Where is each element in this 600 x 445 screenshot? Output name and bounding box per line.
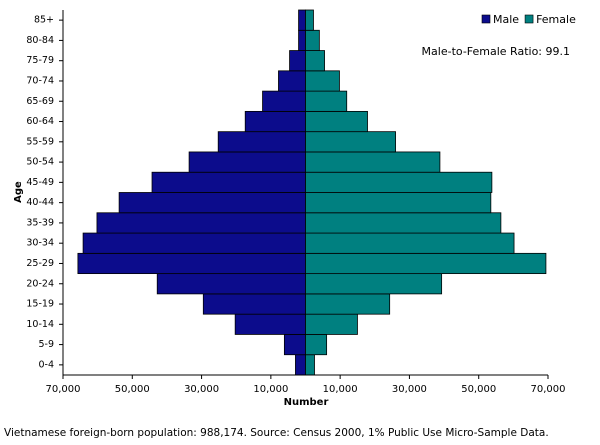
y-tick-label: 50-54: [26, 157, 54, 168]
bar: [289, 50, 306, 72]
bar: [151, 171, 306, 193]
bar: [82, 232, 306, 254]
x-tick-label: 70,000: [46, 384, 81, 395]
y-tick-label: 75-79: [26, 55, 54, 66]
bar: [156, 273, 306, 295]
y-tick-label: 45-49: [26, 177, 54, 188]
y-tick-label: 15-19: [26, 299, 54, 310]
bar: [305, 151, 441, 173]
y-tick-label: 80-84: [26, 35, 54, 46]
x-tick-label: 30,000: [184, 384, 219, 395]
bar: [305, 50, 325, 72]
bar: [244, 110, 306, 133]
x-tick-label: 10,000: [253, 384, 288, 395]
bar: [305, 29, 320, 51]
bar: [262, 90, 306, 112]
x-tick-label: 70,000: [531, 384, 566, 395]
bar: [217, 131, 306, 153]
bar: [305, 9, 314, 31]
bar: [298, 29, 306, 51]
y-tick-label: 70-74: [26, 75, 54, 86]
bar: [234, 313, 306, 335]
y-tick-label: 0-4: [38, 359, 54, 370]
bar: [305, 171, 493, 193]
y-tick-label: 55-59: [26, 136, 54, 147]
y-tick-label: 20-24: [26, 278, 54, 289]
bar: [305, 70, 340, 92]
bar: [305, 110, 368, 133]
x-tick-label: 50,000: [461, 384, 496, 395]
bar: [305, 212, 502, 234]
y-tick-label: 65-69: [26, 96, 54, 107]
bar: [295, 354, 306, 376]
legend-swatch: [524, 14, 534, 24]
y-tick-label: 10-14: [26, 319, 54, 330]
bar: [305, 90, 348, 112]
bar: [77, 252, 306, 275]
x-axis-label: Number: [284, 397, 329, 408]
bar: [278, 70, 306, 92]
bar: [305, 273, 443, 295]
bar: [305, 354, 315, 376]
bar: [305, 293, 391, 315]
x-tick-label: 50,000: [115, 384, 150, 395]
bar: [305, 232, 515, 254]
y-tick-label: 25-29: [26, 258, 54, 269]
y-tick-label: 85+: [34, 15, 54, 26]
bar: [202, 293, 306, 315]
y-axis-label: Age: [13, 181, 24, 203]
bar: [118, 192, 306, 214]
x-tick-label: 10,000: [323, 384, 358, 395]
y-tick-label: 60-64: [26, 116, 54, 127]
bar: [188, 151, 306, 173]
annotation: Male-to-Female Ratio: 99.1: [422, 45, 570, 58]
y-tick-label: 35-39: [26, 217, 54, 228]
bar: [305, 131, 396, 153]
y-tick-label: 40-44: [26, 197, 54, 208]
bar: [96, 212, 306, 234]
x-tick-label: 30,000: [392, 384, 427, 395]
bar: [305, 252, 547, 275]
legend-label: Male: [493, 13, 519, 26]
legend-label: Female: [536, 13, 576, 26]
y-tick-label: 5-9: [38, 339, 54, 350]
bar: [305, 334, 328, 356]
bar: [305, 192, 492, 214]
bar: [305, 313, 358, 335]
legend-swatch: [481, 14, 491, 24]
footnote: Vietnamese foreign-born population: 988,…: [4, 427, 549, 439]
bar: [298, 9, 306, 31]
y-tick-label: 30-34: [26, 238, 54, 249]
bar: [283, 334, 306, 356]
